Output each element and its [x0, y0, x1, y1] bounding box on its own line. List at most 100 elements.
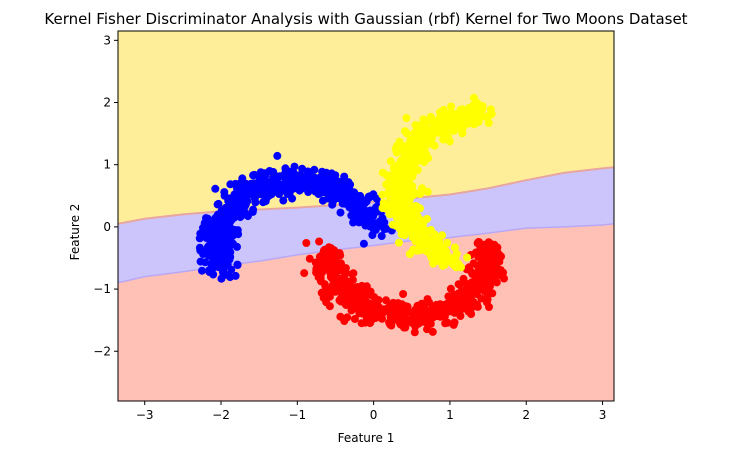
- data-point: [298, 164, 307, 173]
- x-tick-label: 3: [599, 408, 607, 422]
- data-point: [222, 245, 231, 254]
- data-point: [463, 253, 472, 262]
- data-point: [454, 116, 463, 125]
- data-point: [198, 266, 206, 275]
- data-point: [452, 249, 461, 258]
- data-point: [482, 263, 491, 272]
- data-point: [480, 285, 489, 294]
- data-point: [445, 122, 454, 131]
- data-point: [377, 232, 386, 240]
- data-point: [425, 238, 434, 246]
- data-point: [489, 274, 498, 283]
- data-point: [495, 251, 504, 260]
- data-point: [438, 231, 447, 240]
- data-point: [420, 147, 428, 156]
- data-point: [345, 184, 354, 193]
- data-point: [454, 280, 463, 289]
- data-point: [386, 308, 395, 317]
- data-point: [468, 281, 477, 290]
- data-point: [362, 282, 371, 291]
- data-point: [472, 248, 480, 257]
- y-axis: −2 −1 0 1 2 3: [93, 33, 118, 358]
- data-point: [311, 258, 320, 267]
- data-point: [481, 256, 490, 265]
- series-1: [300, 237, 508, 337]
- data-point: [325, 302, 334, 311]
- y-tick-label: 2: [103, 96, 111, 110]
- data-point: [380, 218, 389, 227]
- data-point: [328, 200, 337, 209]
- data-point: [454, 289, 463, 298]
- data-point: [443, 299, 452, 308]
- data-point: [336, 208, 345, 217]
- data-point: [320, 172, 329, 181]
- data-point: [430, 246, 439, 255]
- data-point: [402, 183, 410, 191]
- plot-area: [117, 30, 615, 402]
- data-point: [446, 284, 455, 293]
- data-point: [277, 184, 286, 192]
- data-point: [392, 148, 401, 157]
- data-point: [346, 277, 355, 286]
- data-point: [470, 120, 479, 129]
- data-point: [323, 253, 332, 261]
- data-point: [395, 238, 403, 247]
- data-point: [210, 259, 219, 268]
- data-point: [318, 196, 327, 205]
- data-point: [271, 172, 280, 181]
- data-point: [439, 135, 448, 144]
- data-point: [385, 187, 394, 196]
- data-point: [330, 250, 339, 259]
- data-point: [438, 261, 447, 270]
- data-point: [324, 243, 333, 252]
- data-point: [417, 299, 426, 308]
- series-2: [378, 93, 496, 272]
- data-point: [300, 269, 309, 278]
- data-point: [488, 289, 497, 298]
- data-point: [228, 209, 237, 218]
- y-tick-label: 3: [103, 33, 111, 47]
- data-point: [388, 220, 397, 229]
- data-point: [389, 199, 398, 208]
- data-point: [380, 225, 389, 234]
- data-point: [290, 162, 299, 171]
- data-point: [273, 151, 282, 160]
- data-point: [298, 184, 307, 193]
- data-point: [307, 185, 316, 194]
- data-point: [367, 215, 376, 223]
- x-tick-label: 2: [522, 408, 530, 422]
- y-tick-label: 0: [103, 220, 111, 234]
- data-point: [314, 190, 323, 198]
- data-point: [196, 257, 205, 266]
- data-point: [430, 230, 439, 239]
- data-point: [469, 101, 478, 110]
- data-point: [234, 188, 243, 197]
- data-point: [262, 194, 271, 203]
- data-point: [325, 190, 333, 199]
- data-point: [387, 321, 396, 330]
- data-point: [219, 264, 228, 273]
- data-point: [425, 310, 434, 319]
- data-point: [213, 200, 222, 209]
- data-point: [450, 243, 459, 252]
- data-point: [460, 117, 469, 126]
- data-point: [231, 228, 240, 237]
- data-point: [256, 176, 265, 185]
- data-point: [439, 106, 448, 114]
- data-point: [327, 182, 336, 191]
- data-point: [402, 114, 411, 122]
- data-point: [262, 177, 271, 186]
- data-point: [366, 206, 375, 215]
- data-point: [443, 318, 452, 327]
- data-point: [248, 207, 257, 216]
- data-point: [361, 318, 370, 327]
- data-point: [444, 111, 453, 119]
- series-0: [195, 151, 396, 283]
- data-point: [226, 180, 235, 189]
- data-point: [401, 194, 409, 203]
- data-point: [478, 102, 487, 110]
- data-point: [400, 323, 408, 332]
- data-point: [401, 305, 410, 314]
- data-point: [328, 176, 337, 185]
- data-point: [496, 266, 505, 274]
